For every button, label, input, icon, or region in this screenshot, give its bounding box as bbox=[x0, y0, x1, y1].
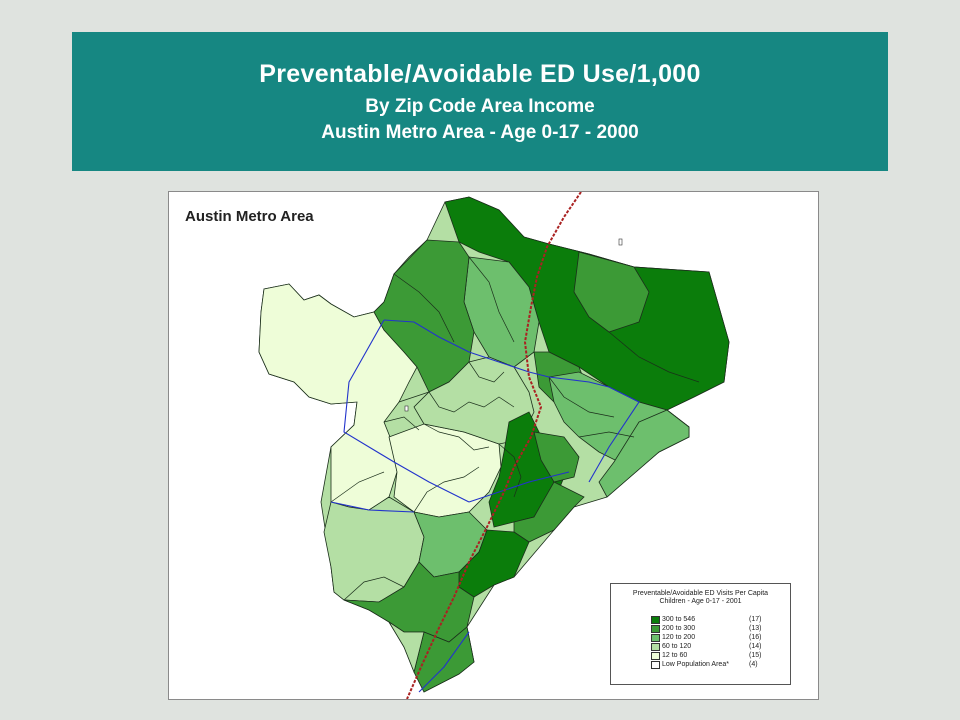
legend-item-label: 12 to 60 bbox=[662, 652, 688, 659]
legend-swatch bbox=[651, 652, 660, 660]
legend-item: Low Population Area* (4) bbox=[651, 660, 787, 669]
low-population-marker bbox=[404, 405, 409, 412]
legend-item-count: (15) bbox=[749, 652, 762, 659]
region-south-tip-pale bbox=[388, 621, 425, 674]
legend-title-line1: Preventable/Avoidable ED Visits Per Capi… bbox=[632, 590, 769, 597]
legend-swatch bbox=[651, 643, 660, 651]
legend-swatch bbox=[651, 625, 660, 633]
map-legend: Preventable/Avoidable ED Visits Per Capi… bbox=[610, 583, 791, 685]
legend-item-label: 300 to 546 bbox=[662, 616, 696, 623]
region-central-east bbox=[533, 431, 580, 483]
zip-boundaries bbox=[330, 256, 700, 601]
page-title: Preventable/Avoidable ED Use/1,000 bbox=[259, 59, 701, 88]
region-north-medium bbox=[573, 251, 650, 333]
legend-item-label: 60 to 120 bbox=[662, 643, 692, 650]
choropleth-map bbox=[258, 192, 730, 699]
legend-item-count: (14) bbox=[749, 643, 762, 650]
legend-swatch bbox=[651, 661, 660, 669]
legend-item: 200 to 300 (13) bbox=[651, 624, 787, 633]
legend-swatch bbox=[651, 616, 660, 624]
title-banner: Preventable/Avoidable ED Use/1,000 By Zi… bbox=[72, 32, 888, 171]
region-far-east bbox=[598, 409, 690, 498]
legend-item-count: (13) bbox=[749, 625, 762, 632]
region-south-tip bbox=[413, 626, 475, 693]
legend-item-count: (4) bbox=[749, 661, 758, 668]
legend-item-count: (17) bbox=[749, 616, 762, 623]
page-subtitle-area: Austin Metro Area - Age 0-17 - 2000 bbox=[321, 121, 639, 143]
map-panel: Austin Metro Area Preventable/Avoidable … bbox=[168, 191, 819, 700]
legend-item: 60 to 120 (14) bbox=[651, 642, 787, 651]
low-population-marker bbox=[618, 238, 623, 246]
legend-item: 300 to 546 (17) bbox=[651, 615, 787, 624]
legend-item-count: (16) bbox=[749, 634, 762, 641]
map-area-label: Austin Metro Area bbox=[185, 208, 314, 225]
legend-item-label: 200 to 300 bbox=[662, 625, 696, 632]
legend-item: 12 to 60 (15) bbox=[651, 651, 787, 660]
page-subtitle: By Zip Code Area Income bbox=[365, 95, 595, 117]
legend-swatch bbox=[651, 634, 660, 642]
legend-item-label: 120 to 200 bbox=[662, 634, 696, 641]
county-lines bbox=[330, 319, 640, 693]
legend-title-line2: Children - Age 0-17 - 2001 bbox=[659, 598, 742, 605]
legend-item-label: Low Population Area* bbox=[662, 661, 729, 668]
legend-title: Preventable/Avoidable ED Visits Per Capi… bbox=[611, 590, 790, 606]
legend-item: 120 to 200 (16) bbox=[651, 633, 787, 642]
highway-i35 bbox=[406, 192, 582, 699]
